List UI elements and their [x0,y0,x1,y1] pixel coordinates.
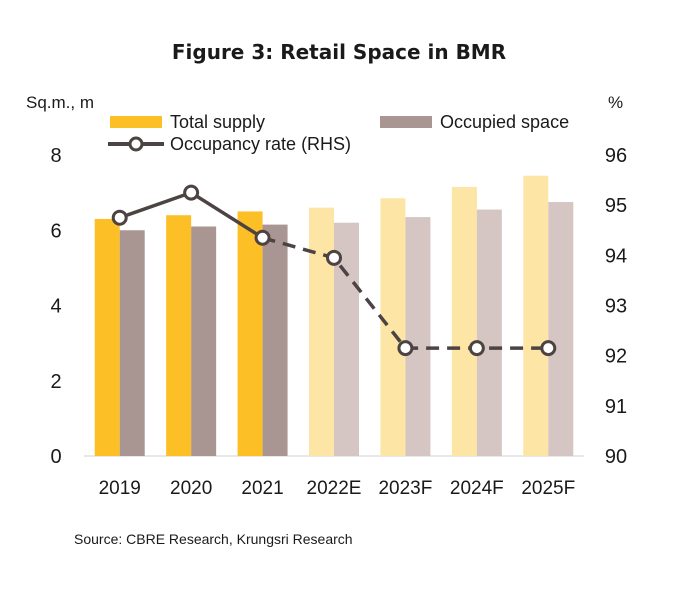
bar-total-supply-2023f [380,198,406,457]
right-tick-label: 90 [605,446,627,468]
right-tick-label: 95 [605,195,627,217]
x-tick-label: 2024F [450,478,504,499]
legend-marker-occupancy-rate [128,136,144,152]
bar-occupied-space-2019 [119,230,145,456]
x-tick-label: 2025F [521,478,575,499]
x-tick-label: 2023F [378,478,432,499]
legend: Total supply Occupied space Occupancy ra… [108,112,569,154]
occupancy-point-2022e [326,249,342,266]
x-tick-label: 2020 [170,478,212,499]
legend-swatch-occupied-space [380,116,432,128]
left-tick-label: 4 [50,296,61,318]
right-tick-label: 94 [605,245,627,267]
occupancy-point-2019 [111,209,128,226]
x-tick-label: 2019 [99,478,141,499]
left-axis-unit: Sq.m., m [26,93,94,112]
occupancy-point-2024f [468,340,485,357]
right-tick-label: 96 [605,145,627,167]
legend-label-occupied-space: Occupied space [440,112,569,132]
occupancy-point-2021 [254,229,271,246]
legend-label-total-supply: Total supply [170,112,265,132]
bar-occupied-space-2023f [405,217,431,456]
left-tick-label: 0 [50,446,61,468]
bar-occupied-space-2024f [476,209,502,456]
bar-occupied-space-2025f [548,202,574,456]
legend-label-occupancy-rate: Occupancy rate (RHS) [170,134,351,154]
bar-total-supply-2021 [237,211,263,456]
bar-occupied-space-2020 [191,226,217,456]
x-tick-label: 2021 [241,478,283,499]
right-axis-unit: % [608,93,623,112]
bar-total-supply-2025f [523,175,549,456]
x-tick-label: 2022E [307,478,362,499]
left-tick-label: 8 [50,145,61,167]
left-tick-label: 6 [50,220,61,242]
bar-total-supply-2020 [166,215,192,456]
bar-total-supply-2024f [451,186,477,456]
right-tick-label: 92 [605,346,627,368]
right-tick-label: 93 [605,296,627,318]
occupancy-point-2023f [397,340,414,357]
bar-total-supply-2019 [94,218,120,456]
plot-area: 0 2 4 6 8 90 91 92 93 94 95 96 2019 2020 2021 2022E 2023… [50,145,627,499]
left-tick-label: 2 [50,371,61,393]
bar-occupied-space-2021 [262,224,288,456]
right-tick-label: 91 [605,396,627,418]
source-note: Source: CBRE Research, Krungsri Research [74,531,353,547]
bar-total-supply-2022e [309,207,334,456]
chart-title: Figure 3: Retail Space in BMR [172,40,506,64]
legend-swatch-total-supply [110,116,162,128]
occupancy-point-2020 [183,184,200,201]
occupancy-point-2025f [540,340,557,357]
